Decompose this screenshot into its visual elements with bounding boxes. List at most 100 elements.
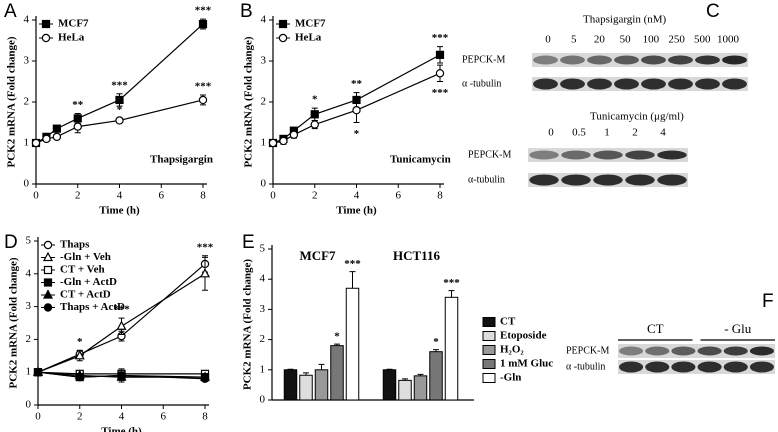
band [614, 78, 639, 90]
bar [444, 296, 459, 401]
legend-swatch [482, 331, 496, 341]
band [697, 361, 722, 373]
marker [117, 371, 126, 380]
y-tick-label: 2 [24, 96, 30, 108]
y-tick-label: 0 [261, 178, 267, 190]
significance: *** [111, 79, 128, 91]
legend-label: -Gln + ActD [60, 276, 117, 288]
band [695, 55, 720, 65]
x-tick-label: 0 [33, 190, 39, 202]
x-axis-title: Time (h) [101, 426, 142, 432]
band [722, 55, 747, 65]
marker [115, 95, 124, 105]
marker [268, 138, 278, 148]
y-tick-label: 3 [260, 303, 266, 315]
legend-marker [43, 240, 53, 250]
marker [42, 134, 51, 144]
band [723, 361, 748, 373]
x-tick-label: 2 [312, 190, 318, 202]
legend-label: MCF7 [295, 18, 326, 30]
bar [330, 345, 344, 401]
bar [398, 379, 412, 401]
y-axis-title: PCK2 mRNA (Fold change) [243, 36, 255, 167]
legend-label: MCF7 [58, 18, 89, 30]
lane-label: 250 [668, 34, 685, 46]
y-tick-label: 5 [260, 243, 266, 255]
significance: * [77, 336, 83, 348]
significance: * [354, 128, 360, 140]
series-line [37, 371, 205, 375]
legend-marker [43, 303, 53, 312]
x-tick-label: 0 [35, 411, 41, 423]
band [533, 78, 558, 90]
group-label: MCF7 [299, 248, 336, 263]
band [619, 346, 644, 356]
legend-label: Thaps [60, 239, 90, 251]
panel-letter: A [4, 1, 17, 22]
x-tick-label: 4 [117, 190, 123, 202]
bar [283, 369, 298, 401]
significance: ** [72, 99, 84, 111]
lane-label: 5 [571, 34, 577, 46]
lane-label: 1000 [717, 34, 740, 46]
error-bar [318, 363, 325, 370]
error-bar [303, 372, 309, 376]
x-tick-label: 4 [119, 411, 125, 423]
band [668, 78, 693, 90]
error-bar [287, 368, 294, 370]
legend-label: H₂O₂ [500, 344, 524, 356]
significance: *** [195, 81, 212, 93]
group-label: HCT116 [393, 248, 440, 263]
band [593, 174, 623, 186]
lane-label: 0 [545, 34, 551, 46]
marker [352, 105, 361, 115]
lane-label: 4 [660, 127, 666, 139]
error-bar [349, 271, 356, 289]
legend-swatch [482, 359, 496, 369]
error-bar [448, 290, 455, 298]
blot-title: Thapsigargin (nM) [583, 14, 667, 26]
band [561, 174, 591, 186]
marker [279, 136, 288, 146]
marker [200, 374, 210, 383]
row-label: α -tubulin [566, 361, 605, 372]
x-tick-label: 6 [161, 411, 167, 423]
lane-label: 0.5 [572, 127, 586, 139]
legend-marker [43, 251, 53, 262]
bar [314, 369, 329, 401]
legend-marker [43, 265, 53, 275]
bar [345, 287, 360, 401]
y-tick-label: 4 [26, 267, 32, 279]
legend-swatch [482, 373, 496, 383]
legend-label: CT + ActD [60, 289, 111, 301]
band [671, 346, 696, 356]
band [657, 150, 687, 160]
inset-label: Tunicamycin [390, 154, 451, 166]
error-bar [402, 378, 408, 381]
legend-label: CT + Veh [60, 264, 105, 276]
significance: *** [113, 304, 130, 316]
row-label: α-tubulin [468, 174, 505, 185]
group-label: CT [647, 321, 664, 336]
bar [299, 374, 313, 401]
marker [435, 69, 445, 78]
x-tick-label: 0 [270, 190, 276, 202]
error-bar [433, 349, 439, 352]
y-tick-label: 1 [26, 366, 32, 378]
legend-label: HeLa [295, 32, 322, 44]
band [587, 78, 612, 90]
y-axis-title: PCK2 mRNA (Fold change) [6, 36, 18, 167]
y-tick-label: 0 [24, 178, 30, 190]
marker [75, 372, 84, 382]
y-tick-label: 2 [26, 333, 32, 345]
marker [310, 120, 319, 129]
error-bar [386, 368, 393, 370]
y-tick-label: 0 [260, 394, 266, 406]
band [560, 78, 585, 90]
band [614, 55, 639, 65]
legend-marker [278, 19, 288, 29]
series-line [37, 273, 206, 373]
x-tick-label: 8 [437, 190, 443, 202]
